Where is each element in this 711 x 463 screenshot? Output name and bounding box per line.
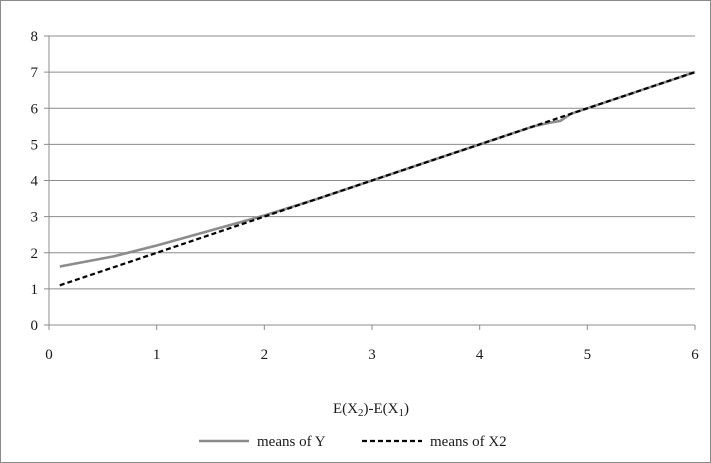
legend-label-means-of-y: means of Y: [257, 434, 326, 450]
y-tick-label: 6: [31, 101, 39, 117]
x-axis-title-part: E(X: [333, 401, 358, 417]
y-tick-label: 0: [31, 318, 39, 334]
y-tick-label: 4: [31, 174, 39, 190]
y-tick-label: 5: [31, 137, 39, 153]
x-axis-title-subscript: 2: [358, 407, 364, 419]
y-tick-label: 2: [31, 246, 39, 262]
series-line-means-of-x2: [59, 71, 696, 287]
gridlines: [49, 35, 695, 290]
x-tick-label: 1: [153, 347, 161, 363]
series-lines: [59, 70, 696, 287]
y-tick-label: 8: [31, 29, 39, 45]
x-tick-label: 2: [261, 347, 269, 363]
tick-labels: 0 1 2 3 4 5 6 7 8 0 1 2 3 4 5 6: [31, 29, 700, 363]
x-tick-label: 0: [45, 347, 53, 363]
x-axis-title: E(X2)-E(X1): [333, 401, 409, 419]
y-tick-label: 1: [31, 282, 39, 298]
axes: [44, 35, 696, 330]
x-axis-title-part: ): [404, 401, 409, 417]
x-axis-title-part: )-E(X: [364, 401, 399, 417]
x-axis-title-subscript: 1: [398, 407, 404, 419]
x-tick-label: 3: [368, 347, 376, 363]
y-tick-label: 3: [31, 210, 39, 226]
legend: means of Y means of X2: [199, 434, 507, 450]
x-tick-label: 4: [476, 347, 484, 363]
x-tick-label: 5: [584, 347, 592, 363]
legend-label-means-of-x2: means of X2: [430, 434, 507, 450]
x-tick-label: 6: [691, 347, 699, 363]
y-tick-label: 7: [31, 65, 39, 81]
